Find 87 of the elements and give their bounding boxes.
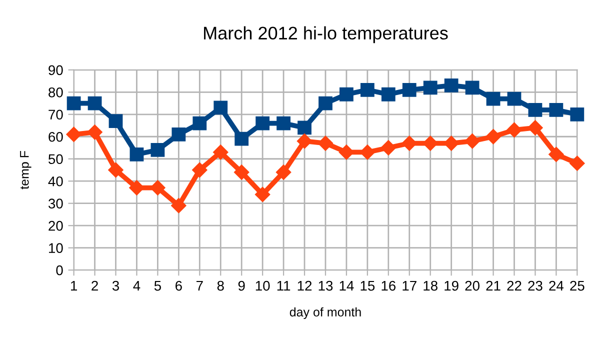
point xyxy=(298,120,312,135)
x-tick-label: 12 xyxy=(298,280,312,291)
point xyxy=(129,180,144,196)
y-tick-label: 60 xyxy=(48,132,63,142)
y-tick-label: 90 xyxy=(48,65,63,76)
point xyxy=(465,80,480,95)
point xyxy=(276,164,292,180)
point xyxy=(464,134,480,149)
point xyxy=(214,100,228,115)
x-tick-label: 24 xyxy=(549,280,564,291)
x-tick-label: 19 xyxy=(444,280,458,291)
y-tick-label: 0 xyxy=(56,265,63,276)
point xyxy=(570,156,585,171)
y-axis-title: temp F xyxy=(20,151,32,190)
x-tick-label: 6 xyxy=(176,280,182,291)
x-tick-label: 8 xyxy=(217,280,224,291)
y-tick-label: 30 xyxy=(48,198,63,209)
x-tick-label: 15 xyxy=(360,281,375,291)
point xyxy=(296,134,312,149)
point xyxy=(108,114,123,128)
y-tick-label: 80 xyxy=(48,87,63,98)
x-tick-label: 9 xyxy=(238,280,245,291)
point xyxy=(66,96,81,110)
x-tick-label: 3 xyxy=(112,280,120,291)
point xyxy=(340,87,354,102)
y-tick-label: 50 xyxy=(48,154,63,164)
x-tick-label: 13 xyxy=(318,280,333,291)
point xyxy=(360,82,374,97)
point xyxy=(507,92,522,106)
point xyxy=(549,102,564,117)
x-tick-label: 10 xyxy=(256,280,270,291)
point xyxy=(318,96,332,110)
y-tick-label: 40 xyxy=(48,176,63,186)
point xyxy=(172,127,186,142)
point xyxy=(570,107,584,122)
point xyxy=(486,129,501,144)
point xyxy=(423,80,438,95)
point xyxy=(444,78,458,92)
x-tick-label: 5 xyxy=(154,281,161,291)
point xyxy=(150,180,166,196)
point xyxy=(444,136,459,151)
point xyxy=(381,87,396,102)
x-tick-label: 17 xyxy=(402,281,416,291)
x-tick-label: 16 xyxy=(382,280,396,291)
x-tick-label: 25 xyxy=(570,280,584,291)
point xyxy=(88,96,102,110)
point xyxy=(87,124,102,140)
point xyxy=(528,120,543,136)
x-tick-label: 18 xyxy=(424,280,438,291)
y-tick-label: 20 xyxy=(48,220,63,231)
point xyxy=(506,122,522,138)
x-tick-label: 4 xyxy=(133,281,140,291)
point xyxy=(66,126,82,142)
point xyxy=(276,116,290,130)
y-tick-label: 10 xyxy=(49,243,63,253)
point xyxy=(318,136,334,151)
chart-title: March 2012 hi-lo temperatures xyxy=(204,26,448,44)
point xyxy=(360,144,376,160)
x-tick-label: 2 xyxy=(92,280,98,291)
x-tick-label: 20 xyxy=(465,280,480,291)
x-tick-label: 22 xyxy=(507,280,522,291)
point xyxy=(528,102,542,117)
point xyxy=(192,162,208,178)
point xyxy=(422,136,438,151)
point xyxy=(213,144,228,160)
point xyxy=(108,162,124,178)
x-axis-title: day of month xyxy=(290,307,361,319)
x-tick-label: 21 xyxy=(486,280,500,291)
x-tick-label: 23 xyxy=(528,280,542,291)
y-tick-label: 70 xyxy=(48,110,63,120)
point xyxy=(256,116,270,130)
x-tick-label: 7 xyxy=(196,281,203,291)
point xyxy=(486,92,500,106)
point xyxy=(234,164,250,180)
point xyxy=(150,143,165,157)
point xyxy=(402,136,417,151)
x-tick-label: 14 xyxy=(340,281,354,291)
point xyxy=(402,82,416,97)
point xyxy=(255,186,270,202)
point xyxy=(130,147,144,162)
point xyxy=(548,146,564,162)
point xyxy=(192,116,207,130)
point xyxy=(234,132,249,146)
point xyxy=(171,198,186,214)
point xyxy=(380,140,396,156)
x-tick-label: 1 xyxy=(71,281,77,291)
x-tick-label: 11 xyxy=(277,281,290,291)
